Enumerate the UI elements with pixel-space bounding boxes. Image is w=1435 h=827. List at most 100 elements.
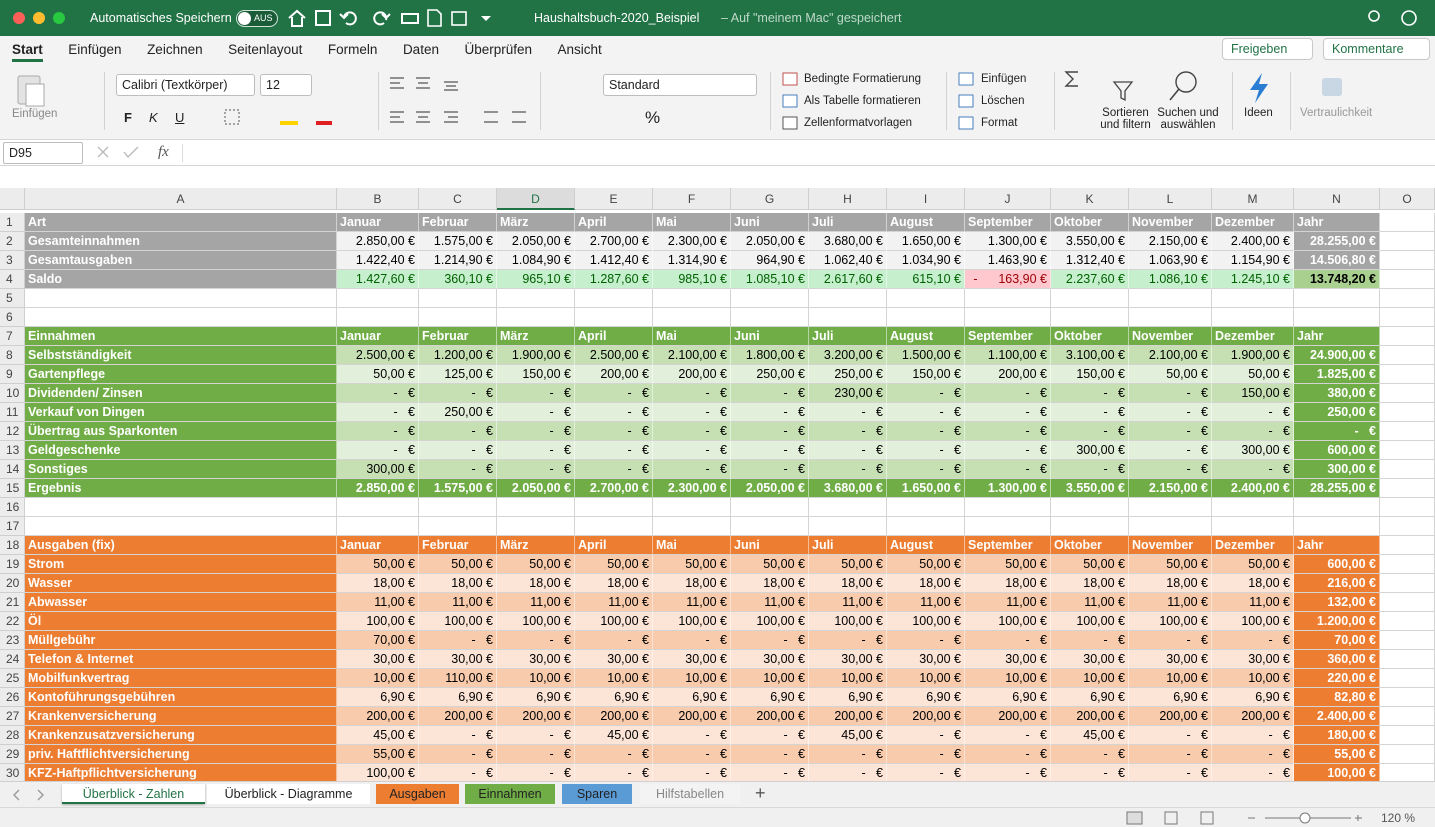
row-header[interactable]: 23 (0, 631, 25, 650)
cell[interactable]: 11,00 € (965, 593, 1051, 612)
cell[interactable]: - € (809, 764, 887, 782)
cell[interactable]: Januar (337, 327, 419, 346)
cell[interactable]: - € (731, 384, 809, 403)
cell[interactable]: Juni (731, 536, 809, 555)
share-button[interactable]: Freigeben (1222, 38, 1313, 60)
column-header[interactable]: G (731, 188, 809, 210)
cell[interactable]: 10,00 € (337, 669, 419, 688)
cell[interactable] (497, 498, 575, 517)
cell[interactable]: - € (1129, 631, 1212, 650)
cell[interactable]: 6,90 € (1051, 688, 1129, 707)
cell[interactable]: 220,00 € (1294, 669, 1380, 688)
cell[interactable]: - € (1051, 631, 1129, 650)
cell[interactable]: - € (419, 422, 497, 441)
ribbon-tab[interactable]: Überprüfen (464, 42, 533, 57)
cell[interactable]: 2.150,00 € (1129, 479, 1212, 498)
cell[interactable] (965, 498, 1051, 517)
row-header[interactable]: 10 (0, 384, 25, 403)
cell[interactable] (1380, 650, 1435, 669)
row-header[interactable]: 15 (0, 479, 25, 498)
cell[interactable]: Geldgeschenke (25, 441, 337, 460)
cell[interactable]: 1.200,00 € (1294, 612, 1380, 631)
sheet-tab[interactable]: Ausgaben (376, 784, 459, 804)
cell[interactable]: 14.506,80 € (1294, 251, 1380, 270)
cell[interactable]: 45,00 € (337, 726, 419, 745)
cell[interactable]: 10,00 € (1051, 669, 1129, 688)
cell[interactable]: - € (1294, 422, 1380, 441)
cell[interactable] (965, 308, 1051, 327)
cell[interactable]: 2.050,00 € (497, 479, 575, 498)
cell[interactable]: 200,00 € (965, 707, 1051, 726)
cell[interactable]: 1.825,00 € (1294, 365, 1380, 384)
cell[interactable]: Juli (809, 327, 887, 346)
cell[interactable]: 1.650,00 € (887, 479, 965, 498)
cell[interactable]: - € (497, 764, 575, 782)
ideas-label[interactable]: Ideen (1244, 107, 1273, 119)
insert-cells-button[interactable]: Einfügen (981, 73, 1027, 85)
cell[interactable]: 1.575,00 € (419, 479, 497, 498)
cell[interactable] (575, 498, 653, 517)
cell[interactable] (1380, 365, 1435, 384)
cell[interactable]: Gesamteinnahmen (25, 232, 337, 251)
cell[interactable]: 360,00 € (1294, 650, 1380, 669)
autosave-toggle[interactable]: AUS (236, 10, 278, 27)
cell[interactable]: 18,00 € (337, 574, 419, 593)
cell[interactable]: 18,00 € (887, 574, 965, 593)
cell[interactable]: 300,00 € (1051, 441, 1129, 460)
cell[interactable]: - € (731, 631, 809, 650)
cell[interactable]: - € (419, 745, 497, 764)
cell[interactable]: 10,00 € (1212, 669, 1294, 688)
cell[interactable]: Juni (731, 327, 809, 346)
row-header[interactable]: 3 (0, 251, 25, 270)
cell[interactable]: 600,00 € (1294, 441, 1380, 460)
cell[interactable]: 30,00 € (887, 650, 965, 669)
cell[interactable]: - € (497, 422, 575, 441)
format-as-table-button[interactable]: Als Tabelle formatieren (804, 95, 921, 107)
cell[interactable] (653, 517, 731, 536)
cell[interactable] (653, 498, 731, 517)
cell[interactable]: - € (1129, 384, 1212, 403)
cell[interactable]: 100,00 € (731, 612, 809, 631)
cell[interactable]: August (887, 327, 965, 346)
cell[interactable]: - € (497, 726, 575, 745)
cell[interactable]: 1.086,10 € (1129, 270, 1212, 289)
format-cells-button[interactable]: Format (981, 117, 1018, 129)
row-header[interactable]: 13 (0, 441, 25, 460)
cell[interactable] (1380, 270, 1435, 289)
cell[interactable]: 1.063,90 € (1129, 251, 1212, 270)
cell[interactable]: 2.300,00 € (653, 479, 731, 498)
cell[interactable]: - € (1212, 764, 1294, 782)
cell[interactable]: 1.312,40 € (1051, 251, 1129, 270)
cell[interactable]: - € (653, 422, 731, 441)
cell[interactable]: - € (653, 726, 731, 745)
cell[interactable]: 2.700,00 € (575, 232, 653, 251)
cell[interactable]: 18,00 € (965, 574, 1051, 593)
new-icon[interactable] (427, 9, 442, 27)
cell[interactable]: 50,00 € (887, 555, 965, 574)
cell[interactable]: Sonstiges (25, 460, 337, 479)
cell[interactable]: - € (809, 441, 887, 460)
cell[interactable]: 45,00 € (575, 726, 653, 745)
cell[interactable] (965, 289, 1051, 308)
find-select-label[interactable]: Suchen und auswählen (1157, 107, 1219, 131)
close-button[interactable] (13, 12, 25, 24)
cell[interactable]: Art (25, 213, 337, 232)
cell[interactable]: 10,00 € (575, 669, 653, 688)
edit-icon[interactable] (451, 11, 467, 26)
cell[interactable] (419, 498, 497, 517)
cell[interactable] (1380, 517, 1435, 536)
cell[interactable]: November (1129, 213, 1212, 232)
cell[interactable]: 250,00 € (731, 365, 809, 384)
cell[interactable]: - € (337, 441, 419, 460)
sort-filter-label[interactable]: Sortieren und filtern (1100, 107, 1151, 131)
cell[interactable] (1129, 517, 1212, 536)
cell[interactable]: 200,00 € (1212, 707, 1294, 726)
cell[interactable]: 1.245,10 € (1212, 270, 1294, 289)
cell[interactable]: - € (1129, 745, 1212, 764)
cell[interactable]: Telefon & Internet (25, 650, 337, 669)
cell[interactable] (1294, 289, 1380, 308)
search-icon[interactable] (1368, 10, 1380, 22)
cell[interactable]: - € (337, 422, 419, 441)
cell[interactable]: - € (337, 403, 419, 422)
sort-filter-icon[interactable] (1112, 81, 1134, 102)
